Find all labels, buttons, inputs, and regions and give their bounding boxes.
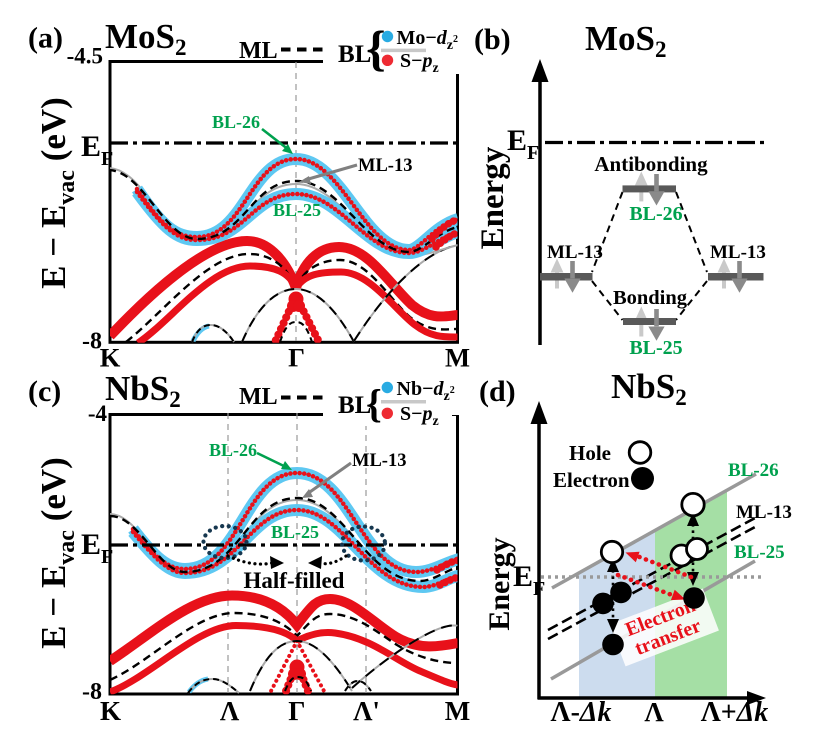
svg-text:BL-26: BL-26 — [728, 460, 779, 481]
svg-text:(b): (b) — [474, 23, 511, 56]
svg-text:Λ-Δk: Λ-Δk — [551, 697, 612, 728]
svg-text:BL-25: BL-25 — [629, 337, 682, 359]
svg-text:(c): (c) — [28, 375, 61, 408]
svg-text:MoS2: MoS2 — [105, 17, 187, 60]
svg-text:{: { — [366, 20, 386, 76]
svg-text:Λ: Λ — [220, 696, 240, 726]
svg-text:Hole: Hole — [569, 441, 611, 465]
svg-text:S−pz: S−pz — [400, 50, 439, 76]
svg-text:Λ: Λ — [644, 697, 664, 727]
svg-text:-8: -8 — [82, 329, 102, 355]
svg-text:ML-13: ML-13 — [352, 451, 406, 471]
svg-text:MoS2: MoS2 — [585, 19, 667, 62]
svg-text:BL: BL — [338, 392, 371, 419]
svg-text:-4: -4 — [88, 401, 108, 426]
svg-text:{: { — [366, 381, 382, 426]
svg-text:(d): (d) — [479, 375, 516, 408]
svg-text:Λ': Λ' — [353, 696, 380, 726]
svg-text:BL-26: BL-26 — [629, 203, 682, 225]
svg-text:S−pz: S−pz — [400, 403, 439, 429]
svg-text:ML-13: ML-13 — [358, 156, 412, 176]
svg-text:Energy: Energy — [483, 537, 516, 630]
svg-text:BL-26: BL-26 — [209, 440, 257, 460]
svg-text:M: M — [445, 343, 470, 373]
svg-text:Γ: Γ — [288, 343, 305, 373]
svg-text:K: K — [100, 343, 121, 373]
svg-text:NbS2: NbS2 — [105, 369, 181, 412]
svg-text:BL-25: BL-25 — [273, 200, 321, 220]
svg-text:Bonding: Bonding — [613, 287, 688, 309]
svg-text:ML-13: ML-13 — [547, 242, 603, 263]
svg-text:Λ+Δk: Λ+Δk — [701, 697, 769, 728]
svg-text:Electron: Electron — [553, 468, 630, 492]
svg-text:Antibonding: Antibonding — [594, 152, 708, 176]
svg-text:-8: -8 — [82, 679, 102, 705]
svg-text:BL-25: BL-25 — [734, 542, 785, 563]
svg-text:NbS2: NbS2 — [611, 367, 687, 410]
svg-text:Energy: Energy — [475, 146, 511, 249]
svg-text:ML-13: ML-13 — [710, 242, 766, 263]
svg-text:Half-filled: Half-filled — [244, 568, 345, 593]
svg-text:ML: ML — [239, 38, 278, 64]
svg-text:BL-25: BL-25 — [271, 522, 319, 542]
svg-text:K: K — [100, 696, 121, 726]
svg-text:M: M — [445, 696, 470, 726]
svg-text:ML: ML — [239, 384, 278, 410]
svg-text:BL: BL — [338, 41, 371, 68]
svg-text:-4.5: -4.5 — [67, 44, 103, 69]
svg-text:(a): (a) — [28, 22, 63, 55]
svg-text:BL-26: BL-26 — [212, 112, 260, 132]
svg-text:ML-13: ML-13 — [736, 502, 792, 523]
svg-text:Γ: Γ — [288, 696, 305, 726]
svg-text:E − Evac (eV): E − Evac (eV) — [34, 457, 80, 649]
